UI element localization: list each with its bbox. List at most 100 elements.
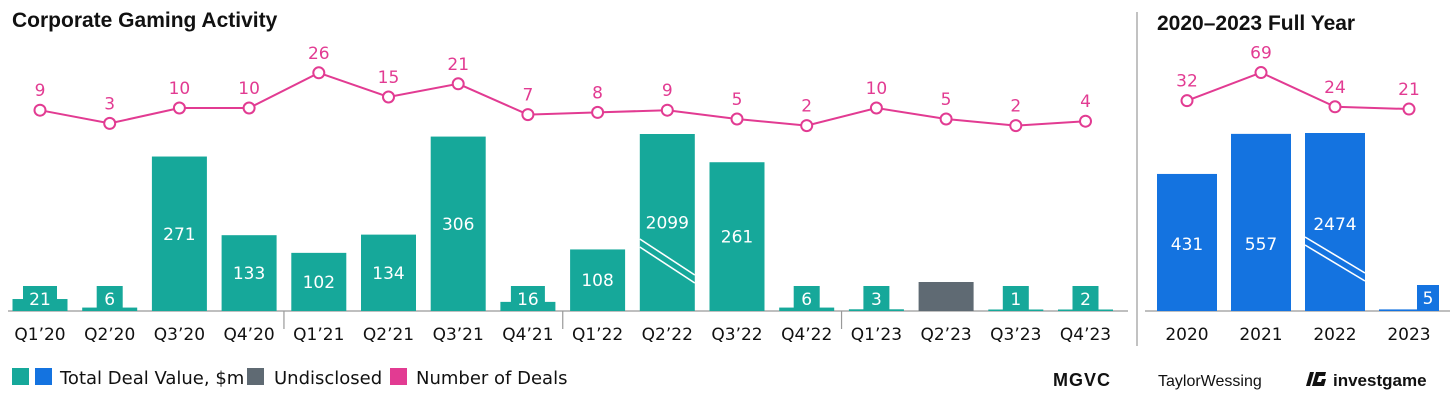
bar-value-label: 2474 (1313, 215, 1356, 235)
left-bars (12, 134, 1113, 311)
bar-value-label: 5 (1423, 289, 1434, 309)
deals-point-label: 2 (801, 97, 812, 117)
deals-line (1186, 71, 1410, 111)
deals-point-label: 69 (1250, 44, 1272, 64)
bar-value-label: 16 (517, 290, 539, 310)
left-bar-labels: 21 6 271 133 102 134 306 16 108 2099 261 6 3 1 2 (29, 214, 1091, 311)
deals-point-label: 7 (522, 86, 533, 106)
deals-point (939, 112, 953, 126)
bar-value-label: 134 (372, 264, 404, 284)
deals-point (800, 119, 814, 133)
deals-point-label: 26 (308, 44, 330, 64)
legend-label-undisclosed: Undisclosed (274, 368, 382, 389)
bar-value-label: 261 (721, 228, 753, 248)
value-label-box (1002, 286, 1029, 311)
deals-point (1009, 119, 1023, 133)
x-tick-label: Q1’23 (851, 325, 902, 345)
bar-value-label: 3 (871, 290, 882, 310)
legend-swatch-blue (35, 368, 52, 385)
deals-point-label: 3 (104, 94, 115, 114)
legend-label-value: Total Deal Value, $m (59, 368, 244, 389)
value-label-box (96, 286, 123, 311)
mgvc-logo: MGVC (1053, 370, 1111, 390)
taylorwessing-logo: TaylorWessing (1158, 373, 1262, 390)
value-label-box (1417, 285, 1439, 311)
x-tick-label: Q4’23 (1060, 325, 1111, 345)
bar-value-label: 306 (442, 215, 474, 235)
left-deals-line: 9 3 10 10 26 15 21 7 8 9 5 2 10 5 2 4 (33, 44, 1092, 133)
axis-break-mark (1304, 236, 1366, 274)
legend-label-deals: Number of Deals (416, 368, 567, 389)
legend-swatch-pink (390, 368, 407, 385)
x-tick-label: Q1’22 (572, 325, 623, 345)
deals-point (242, 101, 256, 115)
deals-point (1180, 94, 1194, 108)
x-tick-label: Q2’23 (920, 325, 971, 345)
bar-value-label: 6 (801, 290, 812, 310)
deals-point-label: 21 (447, 55, 469, 75)
value-label-box (23, 286, 57, 311)
deals-point-label: 5 (941, 90, 952, 110)
value-label-box (1072, 286, 1099, 311)
axis-break-mark (1304, 244, 1366, 282)
undisclosed-bar (918, 282, 974, 311)
deals-point-label: 8 (592, 83, 603, 103)
bar-value-label: 431 (1171, 235, 1203, 255)
investgame-logo: investgame (1333, 371, 1427, 390)
bar-value-label: 557 (1245, 235, 1277, 255)
legend-swatch-grey (247, 368, 264, 385)
bar-value-label: 21 (29, 290, 51, 310)
value-bar (151, 156, 207, 311)
value-bar (709, 162, 765, 311)
value-label-box (793, 286, 820, 311)
deals-point-label: 5 (732, 90, 743, 110)
axis-break-mark (639, 238, 696, 276)
value-bar (221, 235, 277, 311)
deals-point (521, 108, 535, 122)
bar-value-label: 271 (163, 225, 195, 245)
deals-point (312, 66, 326, 80)
deals-point (730, 112, 744, 126)
deals-point (1328, 100, 1342, 114)
value-label-box (510, 286, 545, 311)
deals-point-label: 4 (1080, 92, 1091, 112)
x-tick-label: Q2’21 (363, 325, 414, 345)
x-tick-label: Q2’20 (84, 325, 135, 345)
deals-point-label: 21 (1398, 80, 1420, 100)
x-tick-label: Q4’22 (781, 325, 832, 345)
value-bar (361, 234, 416, 311)
deals-point-label: 2 (1010, 97, 1021, 117)
deals-point (1402, 102, 1416, 116)
bar-value-label: 102 (303, 273, 335, 293)
right-chart-title: 2020–2023 Full Year (1157, 12, 1355, 35)
value-bar (1157, 173, 1217, 311)
bar-value-label: 108 (581, 271, 613, 291)
deals-point (33, 103, 47, 117)
x-tick-label: Q3’22 (711, 325, 762, 345)
bar-value-label: 6 (104, 290, 115, 310)
right-x-tick-labels: 2020 2021 2022 2023 (1165, 325, 1430, 345)
deals-line (39, 71, 1086, 127)
deals-point-label: 10 (169, 79, 191, 99)
deals-point (172, 101, 186, 115)
value-bar (430, 136, 486, 311)
left-chart-title: Corporate Gaming Activity (12, 9, 278, 32)
deals-point (382, 90, 395, 104)
deals-point-label: 24 (1324, 78, 1346, 98)
x-tick-label: 2023 (1387, 325, 1430, 345)
deals-point-label: 9 (35, 81, 46, 101)
deals-point-label: 15 (378, 68, 400, 88)
deals-point (591, 105, 605, 119)
right-bars (1157, 133, 1439, 311)
legend-swatch-teal (12, 368, 29, 385)
x-tick-label: Q3’20 (154, 325, 205, 345)
right-deals-line: 32 69 24 21 (1176, 44, 1420, 116)
x-tick-label: Q1’21 (293, 325, 344, 345)
value-label-box (863, 286, 890, 311)
legend: Total Deal Value, $m Undisclosed Number … (12, 368, 567, 389)
bar-value-label: 1 (1010, 290, 1021, 310)
value-bar (291, 252, 347, 311)
deals-point-label: 9 (662, 81, 673, 101)
